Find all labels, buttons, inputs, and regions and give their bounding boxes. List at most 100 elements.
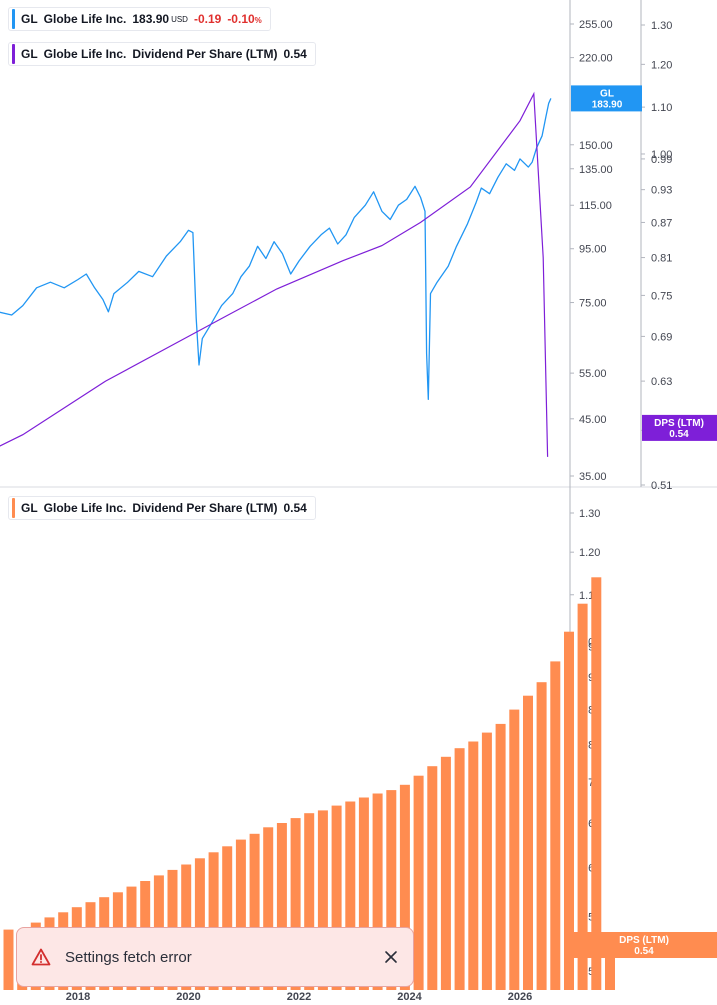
legend-metric: Dividend Per Share (LTM) <box>132 501 278 515</box>
legend-price-value: 183.90 <box>132 12 170 26</box>
price-label-value: 183.90 <box>592 99 623 110</box>
dps-axis-label: 0.51 <box>651 480 672 492</box>
bar <box>372 793 383 990</box>
bar <box>3 929 14 990</box>
legend-company-name: Globe Life Inc. <box>43 47 127 61</box>
bar <box>358 797 369 990</box>
bar-last-label: DPS (LTM)0.54 <box>571 932 717 958</box>
price-axis-label: 45.00 <box>579 414 607 426</box>
bar <box>495 723 506 990</box>
bar <box>440 756 451 990</box>
bar <box>304 813 315 990</box>
bar-axis-label: 1.20 <box>579 547 600 559</box>
bar <box>605 943 615 990</box>
dps-label-name: DPS (LTM) <box>654 418 704 429</box>
time-axis-label: 2026 <box>508 991 532 1003</box>
dps-axis-label: 1.10 <box>651 102 672 114</box>
bar <box>222 846 233 990</box>
legend-company-name: Globe Life Inc. <box>43 501 127 515</box>
bar <box>454 748 465 990</box>
price-line-series <box>0 98 552 401</box>
price-axis-label: 95.00 <box>579 244 607 256</box>
bar <box>550 661 561 990</box>
dps-axis-label: 0.75 <box>651 290 672 302</box>
price-axis-label: 75.00 <box>579 298 607 310</box>
close-icon[interactable] <box>383 949 399 965</box>
price-axis-label: 255.00 <box>579 19 613 31</box>
bar-label-box <box>571 932 717 958</box>
bar <box>235 839 246 990</box>
bar <box>249 833 260 990</box>
bar <box>427 766 438 990</box>
dps-axis-label: 1.20 <box>651 59 672 71</box>
price-axis: 255.00 220.00 150.00 135.00 115.00 95.00 75.00… <box>570 19 613 483</box>
legend-bars[interactable]: GL Globe Life Inc. Dividend Per Share (L… <box>8 496 316 520</box>
bar <box>577 603 588 990</box>
bar <box>317 810 328 990</box>
legend-bars-value: 0.54 <box>283 501 307 515</box>
bar <box>345 801 356 990</box>
price-axis-label: 135.00 <box>579 164 613 176</box>
bar <box>331 805 342 990</box>
bar <box>208 852 219 990</box>
toast-message: Settings fetch error <box>65 948 192 966</box>
error-toast: Settings fetch error <box>16 927 414 987</box>
legend-currency: USD <box>171 14 188 24</box>
dps-axis-label: 0.81 <box>651 253 672 265</box>
bar <box>523 695 533 990</box>
legend-company-name: Globe Life Inc. <box>43 12 127 26</box>
bar <box>399 784 410 990</box>
warning-icon <box>31 948 51 966</box>
dps-label-value: 0.54 <box>669 429 689 440</box>
bar-label-value: 0.54 <box>634 946 654 957</box>
legend-change: -0.19 <box>193 12 222 26</box>
series-color-marker <box>12 498 15 518</box>
bar <box>194 858 205 990</box>
time-axis-label: 2022 <box>287 991 311 1003</box>
dps-label-box <box>642 414 717 441</box>
dps-axis-label: 0.63 <box>651 376 672 388</box>
price-axis-label: 150.00 <box>579 140 613 152</box>
price-label-symbol: GL <box>600 88 614 99</box>
price-axis-label: 115.00 <box>579 200 612 212</box>
time-axis-label: 2024 <box>397 991 422 1003</box>
price-axis-label: 55.00 <box>579 368 607 380</box>
dps-axis-label: 1.00 <box>651 149 672 161</box>
bar <box>290 818 301 990</box>
bar <box>468 741 479 990</box>
legend-price[interactable]: GL Globe Life Inc. 183.90 USD -0.19 -0.1… <box>8 7 271 31</box>
bar <box>536 682 547 990</box>
bar <box>564 631 574 990</box>
series-color-marker <box>12 9 15 29</box>
legend-symbol: GL <box>21 501 38 515</box>
price-label-box <box>571 85 642 112</box>
price-axis-label: 220.00 <box>579 53 613 65</box>
bar-label-name: DPS (LTM) <box>619 935 669 946</box>
dps-last-label: DPS (LTM)0.54 <box>642 414 717 441</box>
bar <box>413 775 424 990</box>
price-axis-label: 35.00 <box>579 471 607 483</box>
series-color-marker <box>12 44 15 64</box>
dps-line-series <box>0 91 549 457</box>
legend-metric: Dividend Per Share (LTM) <box>132 47 278 61</box>
legend-dps[interactable]: GL Globe Life Inc. Dividend Per Share (L… <box>8 42 316 66</box>
bar <box>263 827 274 990</box>
dps-axis-label: 0.87 <box>651 217 672 229</box>
dps-axis-label: 0.99 <box>651 154 672 166</box>
bar-axis-label: 1.30 <box>579 508 600 520</box>
time-axis: 2018 2020 2022 2024 2026 <box>66 991 532 1003</box>
time-axis-label: 2020 <box>176 991 200 1003</box>
legend-dps-value: 0.54 <box>283 47 307 61</box>
bar <box>591 577 602 990</box>
legend-symbol: GL <box>21 12 38 26</box>
bar <box>509 709 520 990</box>
bar <box>276 823 287 990</box>
bar <box>386 790 397 990</box>
time-axis-label: 2018 <box>66 991 90 1003</box>
dps-axis-label: 0.69 <box>651 331 672 343</box>
dps-axis-label: 0.93 <box>651 185 672 197</box>
dps-axis-label: 1.30 <box>651 20 672 32</box>
bar <box>481 732 492 990</box>
